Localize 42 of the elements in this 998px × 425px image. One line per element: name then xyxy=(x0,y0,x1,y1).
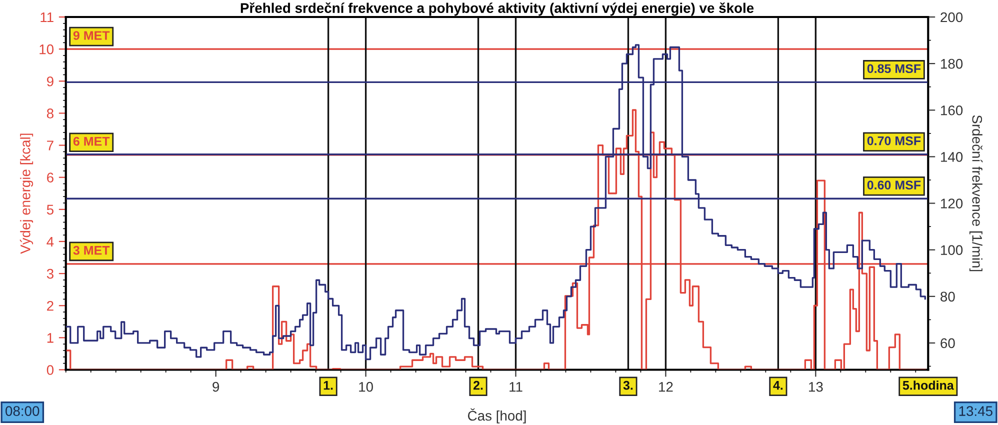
text: 13:45 xyxy=(959,406,992,416)
y2-tick-label: 140 xyxy=(941,152,963,162)
y2-tick-label: 160 xyxy=(941,105,963,116)
y2-tick-label: 200 xyxy=(940,12,963,22)
annotation: 4. xyxy=(773,381,783,390)
annotation: 5.hodina xyxy=(902,380,954,390)
ref-line-label: 0.60 MSF xyxy=(867,180,921,190)
y-tick-label: 2 xyxy=(47,300,54,311)
y-tick-label: 6 xyxy=(47,172,54,183)
y2-tick-label: 180 xyxy=(941,58,963,69)
ref-line-label: 0.70 MSF xyxy=(867,136,921,146)
x-tick-label: 10 xyxy=(359,382,373,392)
annotation: 1. xyxy=(324,381,333,390)
x-tick-label: 13 xyxy=(809,382,823,392)
y-tick-label: 3 xyxy=(46,268,54,279)
annotation: 3. xyxy=(623,380,633,390)
y2-tick-label: 80 xyxy=(940,292,955,302)
y-tick-label: 10 xyxy=(40,44,54,54)
y-tick-label: 5 xyxy=(46,204,54,215)
y2-axis-title: Srdeční frekvence [1/min] xyxy=(969,115,983,272)
x-axis-title: Čas [hod] xyxy=(468,408,526,424)
y-tick-label: 4 xyxy=(46,236,54,247)
y-tick-label: 8 xyxy=(46,108,54,118)
x-tick-label: 11 xyxy=(510,382,522,392)
ref-line-label: 6 MET xyxy=(73,136,110,146)
x-tick-label: 9 xyxy=(212,382,220,392)
y-tick-label: 11 xyxy=(40,12,54,22)
annotation: 2. xyxy=(473,380,483,390)
ref-line-label: 9 MET xyxy=(73,31,110,40)
ref-line-label: 0.85 MSF xyxy=(867,64,921,74)
ref-line-label: 3 MET xyxy=(73,246,110,255)
y-axis-title: Výdej energie [kcal] xyxy=(20,134,34,254)
text: 08:00 xyxy=(6,406,40,416)
y2-tick-label: 100 xyxy=(941,245,963,256)
y2-tick-label: 60 xyxy=(940,338,955,348)
y-tick-label: 9 xyxy=(46,76,54,86)
chart-title: Přehled srdeční frekvence a pohybové aktivity (aktivní výdej energie) ve škole xyxy=(240,2,754,16)
x-tick-label: 12 xyxy=(659,382,673,392)
y-tick-label: 0 xyxy=(46,365,54,375)
y-tick-label: 1 xyxy=(47,333,54,343)
y2-tick-label: 120 xyxy=(941,198,963,208)
y-tick-label: 7 xyxy=(47,140,54,150)
